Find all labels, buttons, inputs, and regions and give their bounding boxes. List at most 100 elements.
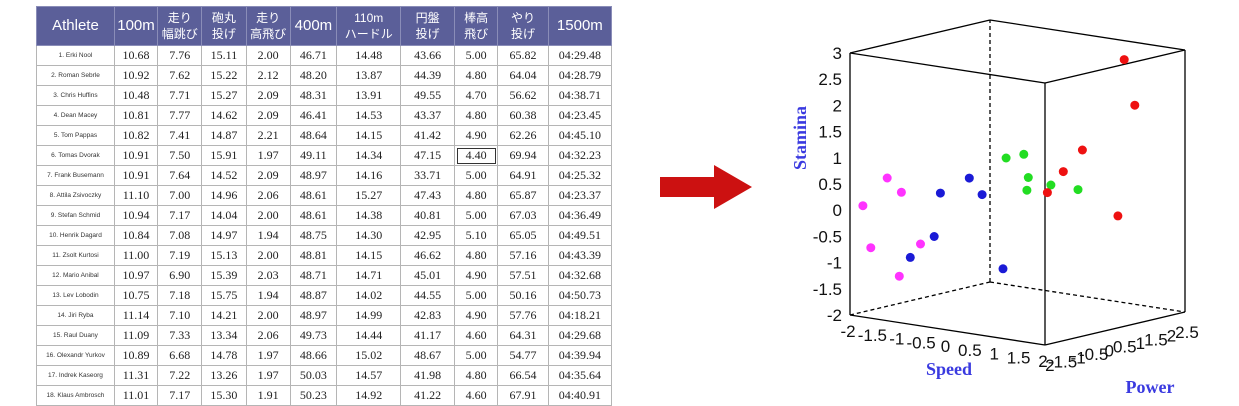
result-cell: 11.10 (113, 185, 159, 206)
z-tick-label: -0.5 (813, 227, 842, 246)
z-tick-label: 0 (833, 201, 842, 220)
result-cell: 46.71 (289, 45, 338, 66)
result-cell: 15.22 (201, 65, 247, 86)
result-cell: 14.53 (336, 105, 402, 126)
result-cell: 49.55 (400, 85, 456, 106)
column-header: やり 投げ (497, 6, 549, 46)
result-cell: 4.90 (454, 265, 499, 286)
table-row: 14. Jiri Ryba 11.14 7.10 14.21 2.00 48.97 14.9… (36, 305, 612, 326)
result-cell: 2.12 (245, 65, 291, 86)
result-cell: 2.09 (245, 105, 291, 126)
result-cell: 10.89 (113, 345, 159, 366)
result-cell: 2.09 (245, 85, 291, 106)
data-point (1001, 153, 1011, 163)
result-cell: 69.94 (497, 145, 549, 166)
result-cell: 43.37 (400, 105, 456, 126)
result-cell: 04:29.48 (547, 45, 612, 66)
result-cell: 14.02 (336, 285, 402, 306)
result-cell: 48.66 (289, 345, 338, 366)
result-cell: 14.78 (201, 345, 247, 366)
z-tick-label: -1.5 (813, 280, 842, 299)
result-cell: 48.67 (400, 345, 456, 366)
athlete-name-cell: 9. Stefan Schmid (36, 205, 115, 226)
result-cell: 56.62 (497, 85, 549, 106)
y-tick-label: -1 (1071, 349, 1086, 368)
column-header-line: 棒高 (464, 11, 489, 25)
result-cell: 2.00 (245, 205, 291, 226)
result-cell: 1.97 (245, 345, 291, 366)
x-axis-label: Speed (926, 359, 972, 379)
column-header: 砲丸 投げ (201, 6, 247, 46)
result-cell: 13.87 (336, 65, 402, 86)
athlete-name-cell: 13. Lev Lobodin (36, 285, 115, 306)
result-cell: 04:18.21 (547, 305, 612, 326)
data-point (882, 173, 892, 183)
column-header: 円盤 投げ (400, 6, 456, 46)
table-row: 13. Lev Lobodin 10.75 7.18 15.75 1.94 48.87 14… (36, 285, 612, 306)
result-cell: 7.71 (157, 85, 203, 106)
result-cell: 4.60 (454, 325, 499, 346)
athlete-name-cell: 17. Indrek Kaseorg (36, 365, 115, 386)
data-points (858, 55, 1140, 281)
result-cell: 2.09 (245, 165, 291, 186)
result-cell: 15.27 (336, 185, 402, 206)
y-tick-label: 2.5 (1175, 323, 1199, 342)
result-cell: 10.84 (113, 225, 159, 246)
z-tick-label: 1.5 (818, 123, 842, 142)
result-cell: 14.30 (336, 225, 402, 246)
data-point (1022, 185, 1032, 195)
data-point (905, 252, 915, 262)
x-tick-label: -2 (840, 322, 855, 341)
result-cell: 1.94 (245, 225, 291, 246)
table-header-row: Athlete 100m 走り 幅跳び 砲丸 投げ 走り 高飛び 400m 110m ハードル 円盤投… (36, 6, 612, 46)
athlete-name-cell: 6. Tomas Dvorak (36, 145, 115, 166)
box-edge (989, 19, 1186, 51)
result-cell: 42.83 (400, 305, 456, 326)
result-cell: 66.54 (497, 365, 549, 386)
result-cell: 14.34 (336, 145, 402, 166)
result-cell: 14.99 (336, 305, 402, 326)
data-point (1023, 173, 1033, 182)
result-cell: 57.76 (497, 305, 549, 326)
result-cell: 04:25.32 (547, 165, 612, 186)
result-cell: 4.90 (454, 305, 499, 326)
result-cell: 41.17 (400, 325, 456, 346)
data-point (916, 239, 925, 249)
result-cell: 60.38 (497, 105, 549, 126)
result-cell: 48.97 (289, 165, 338, 186)
data-point (1042, 188, 1052, 198)
result-cell: 15.91 (201, 145, 247, 166)
z-axis-label: Stamina (790, 106, 810, 170)
result-cell: 4.80 (454, 65, 499, 86)
athlete-name-cell: 18. Klaus Ambrosch (36, 385, 115, 406)
result-cell: 49.11 (289, 145, 338, 166)
result-cell: 04:50.73 (547, 285, 612, 306)
result-cell: 04:40.91 (547, 385, 612, 406)
result-cell: 46.41 (289, 105, 338, 126)
result-cell: 47.43 (400, 185, 456, 206)
result-cell: 41.98 (400, 365, 456, 386)
x-tick-label: -0.5 (906, 333, 935, 352)
result-cell: 7.00 (157, 185, 203, 206)
results-table: Athlete 100m 走り 幅跳び 砲丸 投げ 走り 高飛び 400m 110m ハードル 円盤投… (36, 6, 612, 406)
table-row: 5. Tom Pappas 10.82 7.41 14.87 2.21 48.64 14.1… (36, 125, 612, 146)
result-cell: 4.80 (454, 245, 499, 266)
result-cell: 47.15 (400, 145, 456, 166)
result-cell: 15.30 (201, 385, 247, 406)
column-header-line: 飛び (464, 27, 489, 41)
result-cell: 14.71 (336, 265, 402, 286)
result-cell: 4.70 (454, 85, 499, 106)
box-edge (1044, 49, 1186, 84)
table-body: 1. Erki Nool 10.68 7.76 15.11 2.00 46.71 14.48… (36, 45, 612, 406)
result-cell: 10.75 (113, 285, 159, 306)
table-row: 7. Frank Busemann 10.91 7.64 14.52 2.09 48.97… (36, 165, 612, 186)
result-cell: 14.04 (201, 205, 247, 226)
table-row: 3. Chris Huffins 10.48 7.71 15.27 2.09 48.31 1… (36, 85, 612, 106)
result-cell: 5.10 (454, 225, 499, 246)
result-cell: 54.77 (497, 345, 549, 366)
result-cell: 04:23.45 (547, 105, 612, 126)
column-header: 走り 幅跳び (157, 6, 203, 46)
result-cell: 7.33 (157, 325, 203, 346)
column-header-line: Athlete (52, 17, 99, 34)
result-cell: 11.01 (113, 385, 159, 406)
